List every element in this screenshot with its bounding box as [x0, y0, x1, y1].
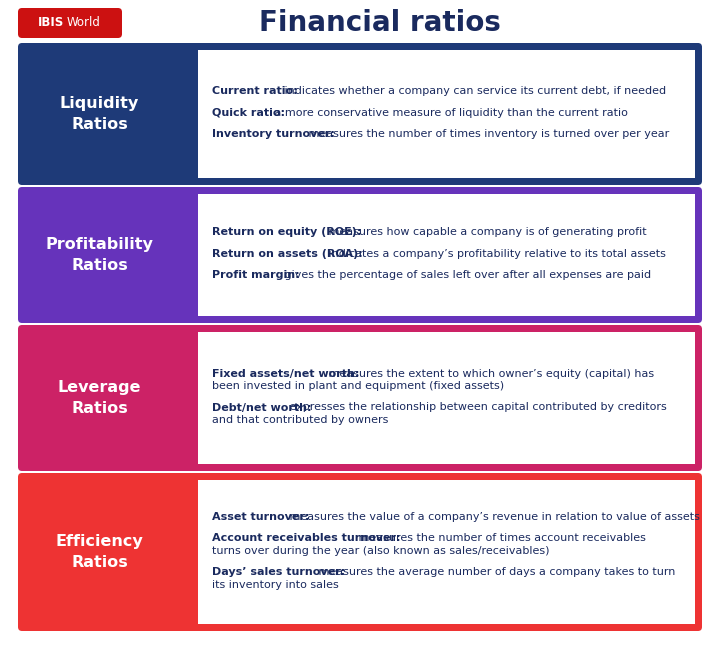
Text: Current ratio:: Current ratio: — [212, 87, 297, 97]
Text: expresses the relationship between capital contributed by creditors: expresses the relationship between capit… — [286, 403, 667, 413]
Text: measures the average number of days a company takes to turn: measures the average number of days a co… — [315, 567, 675, 578]
Text: Quick ratio:: Quick ratio: — [212, 108, 285, 118]
Text: its inventory into sales: its inventory into sales — [212, 579, 338, 589]
Text: a more conservative measure of liquidity than the current ratio: a more conservative measure of liquidity… — [271, 108, 628, 118]
FancyBboxPatch shape — [198, 332, 695, 464]
Text: Profit margin:: Profit margin: — [212, 270, 300, 280]
Polygon shape — [174, 79, 198, 149]
Text: turns over during the year (also known as sales/receivables): turns over during the year (also known a… — [212, 546, 549, 556]
Text: Leverage
Ratios: Leverage Ratios — [58, 380, 141, 416]
Text: Inventory turnover:: Inventory turnover: — [212, 129, 335, 139]
Text: indicates a company’s profitability relative to its total assets: indicates a company’s profitability rela… — [325, 249, 666, 259]
Text: Fixed assets/net worth:: Fixed assets/net worth: — [212, 369, 359, 378]
FancyBboxPatch shape — [198, 194, 695, 316]
Text: Debt/net worth:: Debt/net worth: — [212, 403, 312, 413]
Text: Return on assets (ROA):: Return on assets (ROA): — [212, 249, 363, 259]
FancyBboxPatch shape — [18, 473, 702, 631]
FancyBboxPatch shape — [25, 50, 174, 178]
Polygon shape — [174, 362, 198, 434]
Text: measures how capable a company is of generating profit: measures how capable a company is of gen… — [325, 227, 647, 237]
Text: measures the number of times account receivables: measures the number of times account rec… — [355, 533, 646, 543]
Text: Account receivables turnover:: Account receivables turnover: — [212, 533, 400, 543]
Polygon shape — [174, 513, 198, 591]
FancyBboxPatch shape — [25, 194, 174, 316]
Text: measures the extent to which owner’s equity (capital) has: measures the extent to which owner’s equ… — [325, 369, 654, 378]
Text: Liquidity
Ratios: Liquidity Ratios — [60, 96, 139, 132]
Text: Return on equity (ROE):: Return on equity (ROE): — [212, 227, 361, 237]
Text: and that contributed by owners: and that contributed by owners — [212, 415, 388, 425]
FancyBboxPatch shape — [18, 325, 702, 471]
Polygon shape — [174, 221, 198, 288]
Text: World: World — [66, 16, 100, 30]
Text: been invested in plant and equipment (fixed assets): been invested in plant and equipment (fi… — [212, 381, 504, 391]
FancyBboxPatch shape — [18, 8, 122, 38]
Text: Profitability
Ratios: Profitability Ratios — [45, 237, 153, 273]
FancyBboxPatch shape — [25, 480, 174, 624]
Text: Asset turnover:: Asset turnover: — [212, 512, 310, 522]
Text: Days’ sales turnover:: Days’ sales turnover: — [212, 567, 345, 578]
Text: Financial ratios: Financial ratios — [259, 9, 501, 37]
Text: gives the percentage of sales left over after all expenses are paid: gives the percentage of sales left over … — [281, 270, 651, 280]
Text: IBIS: IBIS — [38, 16, 64, 30]
Text: measures the number of times inventory is turned over per year: measures the number of times inventory i… — [305, 129, 670, 139]
Text: measures the value of a company’s revenue in relation to value of assets: measures the value of a company’s revenu… — [286, 512, 700, 522]
FancyBboxPatch shape — [18, 43, 702, 185]
FancyBboxPatch shape — [198, 480, 695, 624]
FancyBboxPatch shape — [18, 187, 702, 323]
Text: Efficiency
Ratios: Efficiency Ratios — [55, 534, 143, 570]
FancyBboxPatch shape — [198, 50, 695, 178]
FancyBboxPatch shape — [25, 332, 174, 464]
Text: indicates whether a company can service its current debt, if needed: indicates whether a company can service … — [281, 87, 666, 97]
